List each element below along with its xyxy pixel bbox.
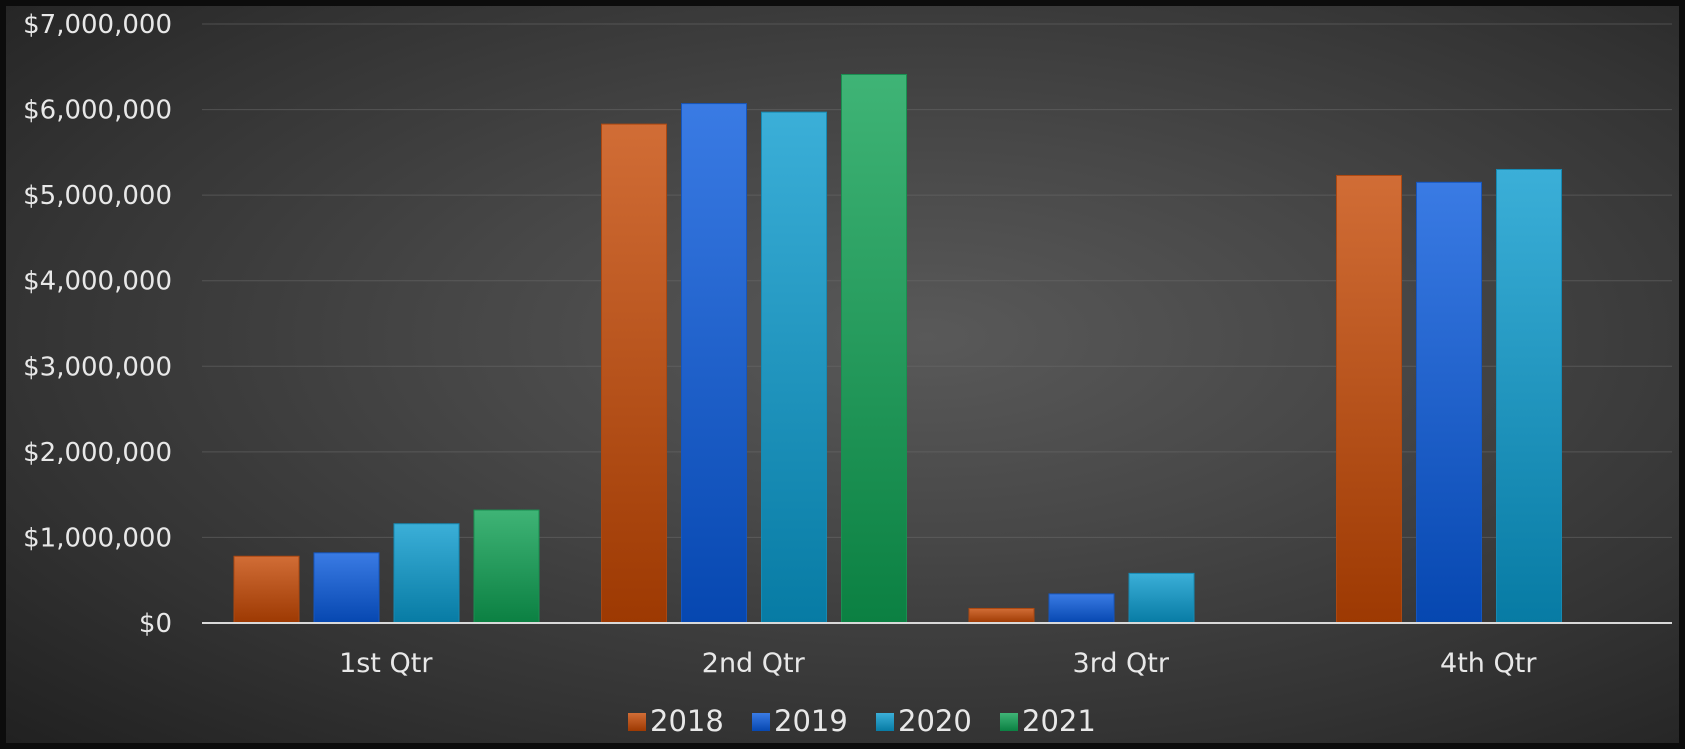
bar-2021-1st-qtr — [473, 509, 540, 624]
y-tick-label: $5,000,000 — [23, 181, 172, 211]
bar-2020-3rd-qtr — [1128, 572, 1195, 624]
legend-label-2021: 2021 — [1022, 704, 1096, 738]
legend-label-2019: 2019 — [774, 704, 848, 738]
legend-label-2018: 2018 — [650, 704, 724, 738]
bar-2018-2nd-qtr — [601, 123, 667, 624]
y-tick-label: $2,000,000 — [23, 438, 172, 468]
bar-2018-4th-qtr — [1336, 174, 1402, 624]
y-tick-label: $4,000,000 — [23, 267, 172, 297]
gridlines — [202, 23, 1672, 538]
legend-label-2020: 2020 — [898, 704, 972, 738]
bar-2020-4th-qtr — [1496, 168, 1562, 624]
bar-2020-2nd-qtr — [761, 111, 827, 624]
y-tick-label: $3,000,000 — [23, 352, 172, 382]
x-tick-label: 3rd Qtr — [1073, 648, 1170, 679]
legend-swatch-2021 — [1000, 713, 1018, 731]
x-tick-label: 1st Qtr — [339, 648, 433, 679]
bar-2020-1st-qtr — [393, 523, 460, 624]
legend: 2018 2019 2020 2021 — [628, 704, 1096, 738]
bar-2019-3rd-qtr — [1048, 593, 1115, 624]
y-tick-label: $6,000,000 — [23, 96, 172, 126]
bar-2018-3rd-qtr — [968, 607, 1035, 624]
bars — [233, 73, 1562, 624]
bar-2019-4th-qtr — [1416, 181, 1482, 624]
y-tick-label: $0 — [139, 609, 172, 639]
bar-2018-1st-qtr — [233, 555, 300, 624]
y-tick-label: $1,000,000 — [23, 523, 172, 553]
bar-2019-2nd-qtr — [681, 103, 747, 624]
y-tick-label: $7,000,000 — [23, 10, 172, 40]
bar-2019-1st-qtr — [313, 552, 380, 624]
legend-swatch-2019 — [752, 713, 770, 731]
bar-2021-2nd-qtr — [841, 73, 907, 624]
legend-swatch-2018 — [628, 713, 646, 731]
axes: $0 $1,000,000 $2,000,000 $3,000,000 $4,000,0… — [23, 10, 1672, 679]
legend-swatch-2020 — [876, 713, 894, 731]
x-tick-label: 2nd Qtr — [702, 648, 806, 679]
x-tick-label: 4th Qtr — [1440, 648, 1537, 679]
